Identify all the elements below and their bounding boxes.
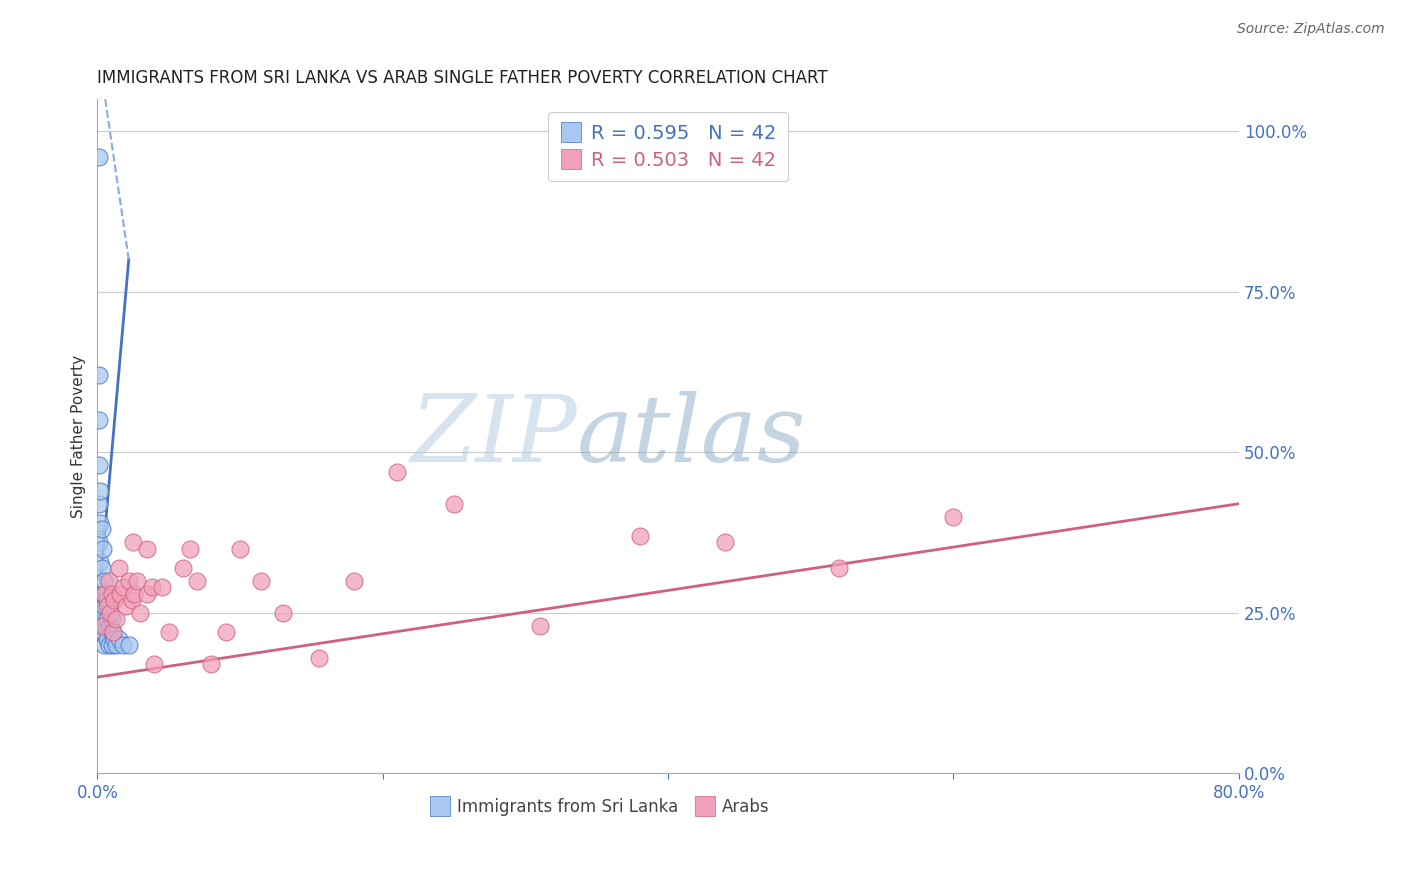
Point — [87, 458, 110, 473]
Point — [157, 625, 180, 640]
Point — [89, 555, 111, 569]
Point — [121, 593, 143, 607]
Point — [89, 625, 111, 640]
Point — [90, 619, 112, 633]
Legend: Immigrants from Sri Lanka, Arabs: Immigrants from Sri Lanka, Arabs — [423, 791, 776, 822]
Point — [108, 587, 131, 601]
Point — [89, 580, 111, 594]
Point — [94, 587, 117, 601]
Point — [101, 625, 124, 640]
Point — [100, 625, 122, 640]
Point — [93, 599, 115, 614]
Point — [89, 483, 111, 498]
Point — [172, 561, 194, 575]
Point — [104, 612, 127, 626]
Point — [91, 587, 114, 601]
Point — [186, 574, 208, 588]
Point — [98, 606, 121, 620]
Point — [127, 574, 149, 588]
Point — [443, 497, 465, 511]
Point — [215, 625, 238, 640]
Point — [308, 650, 330, 665]
Point — [250, 574, 273, 588]
Point — [129, 606, 152, 620]
Y-axis label: Single Father Poverty: Single Father Poverty — [72, 355, 86, 518]
Point — [143, 657, 166, 672]
Point — [90, 587, 112, 601]
Point — [529, 619, 551, 633]
Point — [107, 632, 129, 646]
Point — [93, 574, 115, 588]
Point — [104, 638, 127, 652]
Point — [141, 580, 163, 594]
Point — [271, 606, 294, 620]
Text: atlas: atlas — [576, 392, 806, 482]
Point — [343, 574, 366, 588]
Point — [89, 606, 111, 620]
Point — [118, 574, 141, 588]
Point — [96, 599, 118, 614]
Point — [96, 632, 118, 646]
Point — [98, 619, 121, 633]
Point — [89, 516, 111, 530]
Point — [100, 638, 122, 652]
Point — [200, 657, 222, 672]
Point — [118, 638, 141, 652]
Point — [136, 541, 159, 556]
Point — [91, 625, 114, 640]
Text: IMMIGRANTS FROM SRI LANKA VS ARAB SINGLE FATHER POVERTY CORRELATION CHART: IMMIGRANTS FROM SRI LANKA VS ARAB SINGLE… — [97, 69, 828, 87]
Point — [90, 561, 112, 575]
Point — [112, 638, 135, 652]
Point — [107, 561, 129, 575]
Point — [87, 497, 110, 511]
Point — [115, 599, 138, 614]
Point — [103, 632, 125, 646]
Point — [90, 619, 112, 633]
Point — [100, 612, 122, 626]
Point — [122, 535, 145, 549]
Point — [87, 599, 110, 614]
Point — [97, 574, 120, 588]
Point — [91, 541, 114, 556]
Point — [90, 523, 112, 537]
Point — [97, 638, 120, 652]
Point — [101, 625, 124, 640]
Point — [97, 599, 120, 614]
Point — [942, 509, 965, 524]
Point — [714, 535, 737, 549]
Point — [150, 580, 173, 594]
Point — [93, 587, 115, 601]
Point — [96, 593, 118, 607]
Point — [93, 638, 115, 652]
Point — [87, 150, 110, 164]
Point — [136, 587, 159, 601]
Point — [97, 619, 120, 633]
Text: Source: ZipAtlas.com: Source: ZipAtlas.com — [1237, 22, 1385, 37]
Point — [229, 541, 252, 556]
Point — [112, 580, 135, 594]
Point — [100, 587, 122, 601]
Point — [103, 593, 125, 607]
Point — [124, 587, 146, 601]
Point — [87, 535, 110, 549]
Point — [87, 368, 110, 383]
Text: ZIP: ZIP — [411, 392, 576, 482]
Point — [179, 541, 201, 556]
Point — [628, 529, 651, 543]
Point — [828, 561, 851, 575]
Point — [87, 413, 110, 427]
Point — [93, 619, 115, 633]
Point — [96, 612, 118, 626]
Point — [94, 619, 117, 633]
Point — [385, 465, 408, 479]
